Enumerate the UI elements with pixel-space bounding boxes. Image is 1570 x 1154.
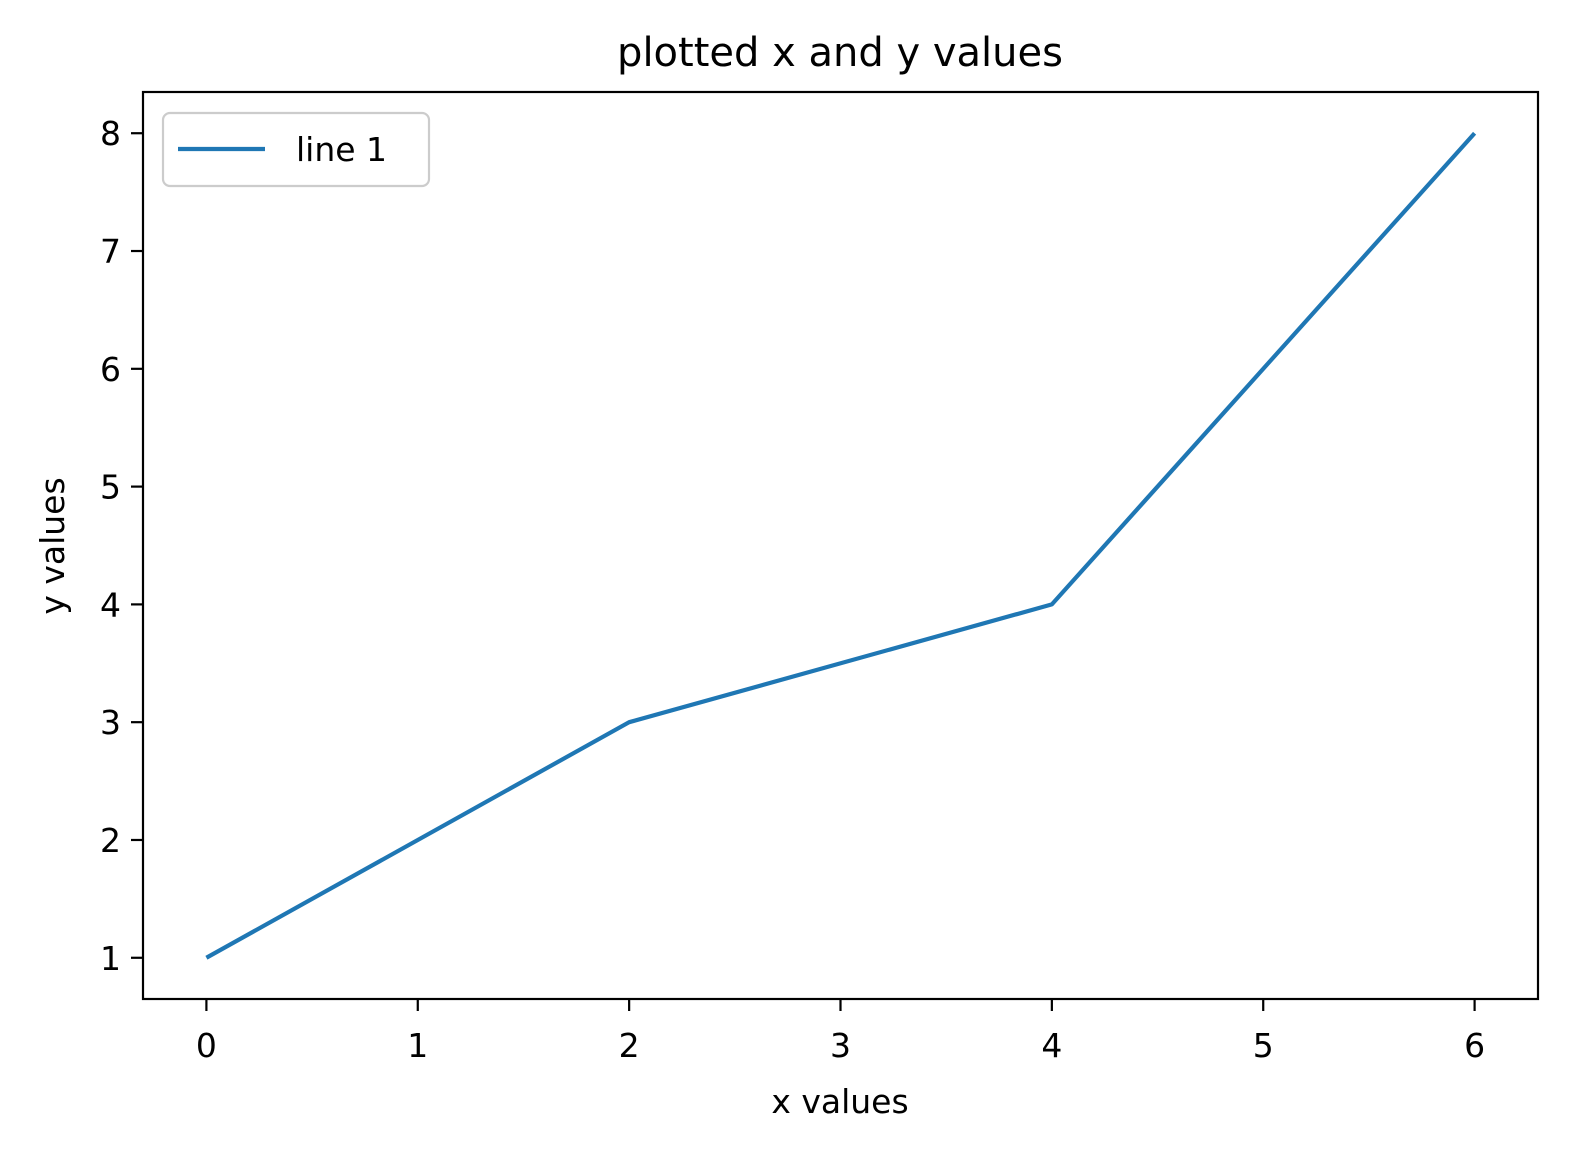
legend-box bbox=[161, 111, 431, 188]
y-tick-label: 2 bbox=[100, 821, 121, 860]
y-tick-label: 8 bbox=[100, 114, 121, 153]
x-tick-label: 5 bbox=[1253, 1026, 1274, 1065]
y-axis-label: y values bbox=[33, 477, 72, 614]
y-tick-label: 4 bbox=[100, 585, 121, 624]
series-layer bbox=[205, 131, 1477, 960]
x-tick-label: 6 bbox=[1464, 1026, 1485, 1065]
y-tick-label: 6 bbox=[100, 350, 121, 389]
x-tick-label: 4 bbox=[1041, 1026, 1062, 1065]
y-tick-label: 3 bbox=[100, 703, 121, 742]
chart-title: plotted x and y values bbox=[617, 30, 1063, 76]
series-line-1 bbox=[205, 131, 1477, 960]
y-tick-label: 5 bbox=[100, 468, 121, 507]
y-tick-label: 7 bbox=[100, 232, 121, 271]
x-tick-label: 1 bbox=[407, 1026, 428, 1065]
x-tick-label: 3 bbox=[830, 1026, 851, 1065]
y-tick-label: 1 bbox=[100, 939, 121, 978]
legend: line 1 bbox=[161, 111, 431, 188]
x-tick-label: 0 bbox=[196, 1026, 217, 1065]
x-axis-label: x values bbox=[771, 1082, 908, 1121]
legend-label-line-1: line 1 bbox=[296, 130, 387, 169]
x-tick-label: 2 bbox=[619, 1026, 640, 1065]
y-axis: 1 2 3 4 5 6 7 8 bbox=[100, 114, 143, 978]
x-axis: 0 1 2 3 4 5 6 bbox=[196, 999, 1485, 1065]
